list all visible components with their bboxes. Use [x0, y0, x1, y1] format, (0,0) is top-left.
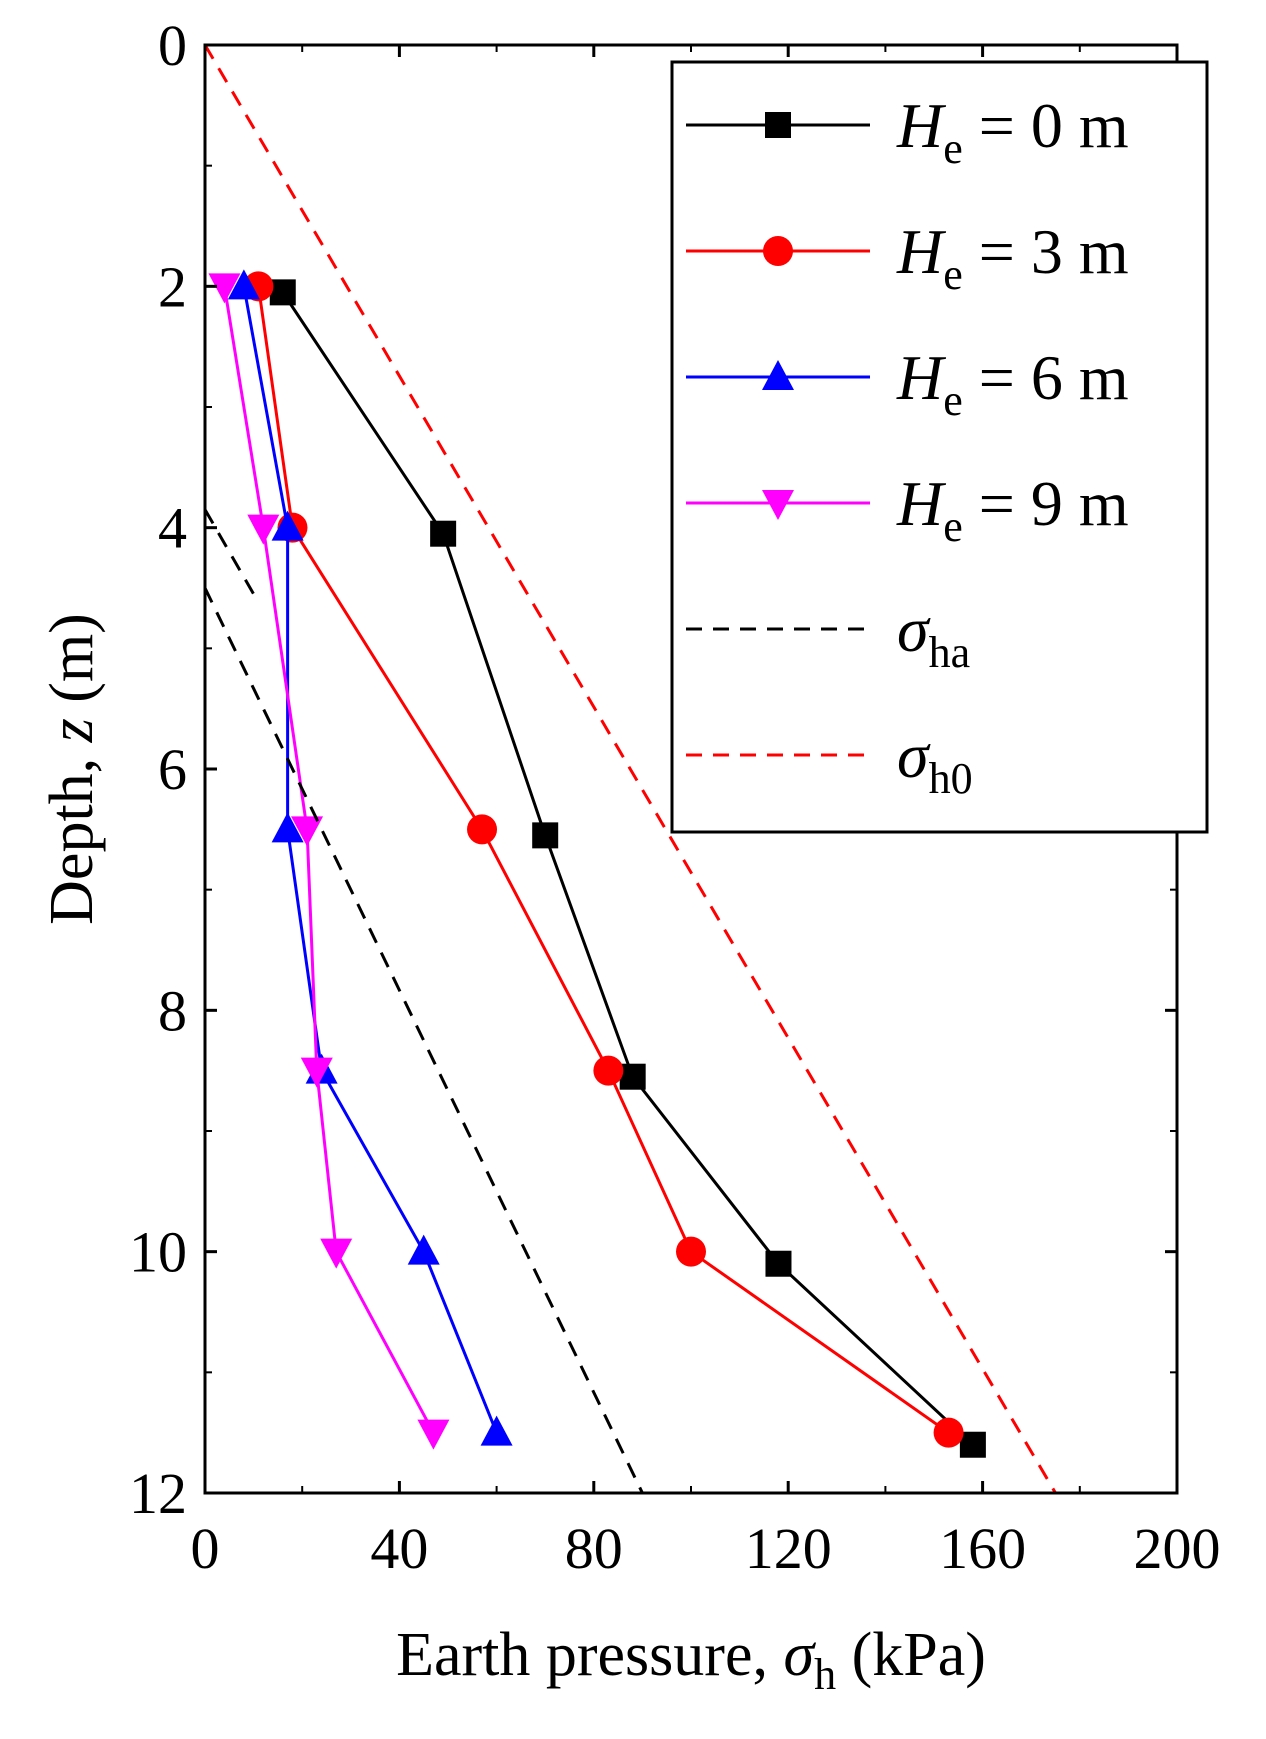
y-tick-label: 10: [129, 1220, 187, 1285]
series-line: [256, 286, 950, 1434]
series-line: [281, 291, 974, 1446]
x-tick-label: 200: [1134, 1516, 1221, 1581]
legend-entry-2: He = 6 m: [686, 342, 1129, 425]
legend-marker: [762, 490, 794, 520]
data-point: [480, 1415, 513, 1446]
data-point: [271, 510, 304, 541]
data-point: [959, 1431, 986, 1458]
legend-marker: [765, 112, 791, 138]
legend-label: He = 9 m: [896, 468, 1129, 551]
y-tick-label: 6: [158, 737, 187, 802]
data-point: [407, 1234, 440, 1265]
data-point: [676, 1236, 706, 1267]
legend-entry-0: He = 0 m: [686, 90, 1129, 173]
dashed-reference-line: [203, 587, 644, 1494]
y-axis-title: Depth, z (m): [38, 613, 106, 925]
axis-ticks: 0 40 80 120 160 200 0 2 4 6 8 10 12: [129, 13, 1221, 1581]
y-tick-label: 2: [158, 254, 187, 319]
legend-entry-4: σha: [686, 594, 970, 677]
legend-marker: [763, 236, 793, 266]
legend-marker: [762, 360, 794, 390]
series-5: [203, 44, 1057, 1494]
data-point: [269, 279, 296, 306]
legend-label: He = 3 m: [896, 216, 1129, 299]
data-point: [532, 822, 559, 849]
x-tick-label: 0: [191, 1516, 220, 1581]
y-tick-label: 8: [158, 978, 187, 1043]
legend-entry-1: He = 3 m: [686, 216, 1129, 299]
data-point: [320, 1238, 353, 1269]
x-tick-label: 80: [565, 1516, 623, 1581]
data-point: [291, 816, 324, 847]
series-4: [203, 508, 644, 1494]
dashed-reference-line: [203, 44, 1057, 1494]
y-tick-label: 4: [158, 496, 187, 561]
data-point: [933, 1417, 964, 1448]
data-point: [430, 520, 457, 547]
data-point: [208, 273, 241, 304]
data-point: [271, 812, 304, 843]
series-line: [222, 286, 435, 1434]
x-tick-label: 120: [745, 1516, 832, 1581]
series-3: [208, 273, 450, 1450]
legend-label: He = 6 m: [896, 342, 1129, 425]
data-point: [593, 1055, 624, 1086]
legend: He = 0 m He = 3 m He = 6 m He = 9 m σha σh0: [670, 60, 1209, 834]
legend-label: He = 0 m: [896, 90, 1129, 173]
plot-series-group: [203, 44, 1057, 1494]
legend-label: σh0: [897, 720, 973, 803]
legend-box: [670, 60, 1209, 834]
data-point: [227, 269, 260, 300]
data-point: [300, 1057, 333, 1088]
dashed-reference-line: [203, 508, 255, 595]
x-tick-label: 160: [939, 1516, 1026, 1581]
series-2: [227, 269, 513, 1446]
legend-entry-3: He = 9 m: [686, 468, 1129, 551]
series-0: [269, 279, 986, 1458]
legend-label: σha: [897, 594, 970, 677]
series-line: [242, 286, 498, 1434]
data-point: [467, 814, 498, 845]
y-tick-label: 0: [158, 13, 187, 78]
legend-entry-5: σh0: [686, 720, 973, 803]
data-point: [619, 1063, 646, 1090]
data-point: [247, 514, 280, 545]
y-tick-label: 12: [129, 1461, 187, 1526]
data-point: [765, 1250, 792, 1277]
x-tick-label: 40: [370, 1516, 428, 1581]
data-point: [417, 1419, 450, 1450]
legend-entries: He = 0 m He = 3 m He = 6 m He = 9 m σha σh0: [686, 90, 1129, 803]
x-axis-title: Earth pressure, σh (kPa): [396, 1621, 986, 1699]
